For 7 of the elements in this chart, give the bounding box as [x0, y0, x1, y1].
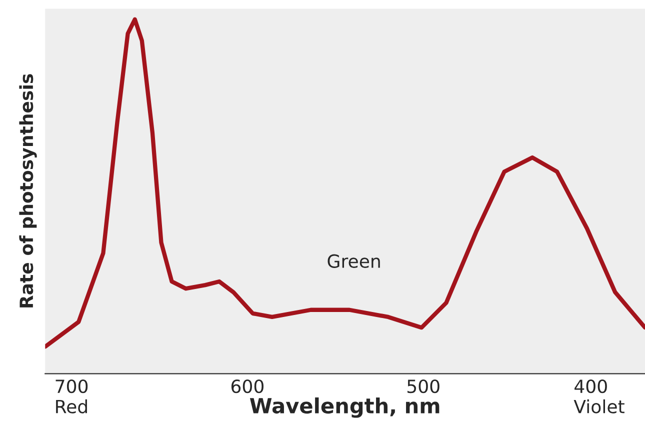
x-tick-label: 400 Violet — [574, 380, 624, 414]
annotation: Green — [328, 254, 380, 268]
y-axis-title: Rate of photosynthesis — [19, 74, 37, 308]
x-tick-label: 600 — [231, 380, 264, 394]
x-tick-label: 700 Red — [56, 380, 88, 414]
x-tick-label: 500 — [408, 380, 440, 394]
x-axis-title: Wavelength, nm — [250, 397, 440, 418]
